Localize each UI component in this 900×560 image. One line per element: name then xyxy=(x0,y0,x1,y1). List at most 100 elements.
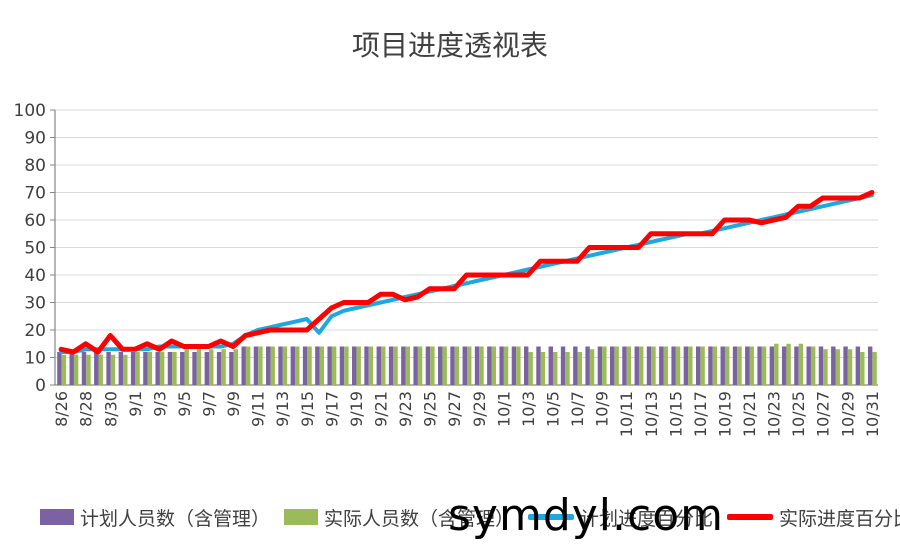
bar-planned-staff xyxy=(745,346,750,385)
x-tick-label: 9/5 xyxy=(175,391,194,417)
bar-planned-staff xyxy=(573,346,578,385)
bar-planned-staff xyxy=(806,346,811,385)
x-tick-label: 9/15 xyxy=(298,391,317,427)
bar-planned-staff xyxy=(302,346,308,385)
bar-actual-staff xyxy=(233,349,239,385)
x-tick-label: 10/27 xyxy=(814,391,833,437)
bar-actual-staff xyxy=(368,346,374,385)
y-tick-label: 70 xyxy=(24,184,46,204)
bar-planned-staff xyxy=(536,346,541,385)
bar-planned-staff xyxy=(81,352,87,385)
y-tick-label: 30 xyxy=(24,294,46,314)
x-tick-label: 8/28 xyxy=(77,391,96,427)
bar-actual-staff xyxy=(467,346,472,385)
legend-item-planned-progress: 计划进度百分比 xyxy=(528,504,713,531)
x-tick-label: 10/11 xyxy=(617,391,636,437)
bar-planned-staff xyxy=(425,346,431,385)
bar-actual-staff xyxy=(860,352,865,385)
bar-actual-staff xyxy=(835,349,840,385)
bar-planned-staff xyxy=(781,346,787,385)
bar-planned-staff xyxy=(609,346,615,385)
legend-label-planned-progress: 计划进度百分比 xyxy=(580,507,714,530)
bar-planned-staff xyxy=(671,346,676,385)
bar-actual-staff xyxy=(209,349,214,385)
bar-planned-staff xyxy=(388,346,394,385)
bar-actual-staff xyxy=(577,352,582,385)
x-tick-label: 9/25 xyxy=(421,391,440,427)
bar-planned-staff xyxy=(499,346,504,385)
bar-actual-staff xyxy=(847,349,853,385)
bar-planned-staff xyxy=(130,352,136,385)
bar-actual-staff xyxy=(98,354,103,385)
bar-planned-staff xyxy=(511,346,517,385)
x-tick-label: 10/5 xyxy=(544,391,563,427)
bar-actual-staff xyxy=(135,352,140,385)
bar-actual-staff xyxy=(638,346,644,385)
bar-actual-staff xyxy=(712,346,718,385)
bar-planned-staff xyxy=(855,346,861,385)
x-tick-label: 10/21 xyxy=(740,391,759,437)
x-tick-label: 9/9 xyxy=(224,391,243,417)
bar-actual-staff xyxy=(147,352,153,385)
bar-actual-staff xyxy=(159,352,165,385)
bar-planned-staff xyxy=(155,352,160,385)
bar-actual-staff xyxy=(700,346,705,385)
x-tick-label: 10/17 xyxy=(691,391,710,437)
x-tick-label: 10/1 xyxy=(494,391,513,427)
bar-planned-staff xyxy=(401,346,406,385)
y-tick-label: 50 xyxy=(24,239,46,259)
x-tick-label: 9/21 xyxy=(372,391,391,427)
bar-actual-staff xyxy=(737,346,742,385)
bar-actual-staff xyxy=(430,346,435,385)
bar-planned-staff xyxy=(253,346,259,385)
bar-actual-staff xyxy=(749,346,754,385)
bar-actual-staff xyxy=(528,352,533,385)
bar-planned-staff xyxy=(634,346,639,385)
bar-actual-staff xyxy=(307,346,312,385)
bar-planned-staff xyxy=(523,346,529,385)
bar-actual-staff xyxy=(344,346,349,385)
x-tick-label: 10/19 xyxy=(716,391,735,437)
bar-planned-staff xyxy=(450,346,455,385)
bar-planned-staff xyxy=(229,352,234,385)
x-tick-label: 8/26 xyxy=(52,391,71,427)
bar-planned-staff xyxy=(327,346,332,385)
x-tick-label: 10/9 xyxy=(593,391,612,427)
legend-swatch-actual-progress xyxy=(727,514,774,520)
bar-planned-staff xyxy=(57,352,62,385)
bar-actual-staff xyxy=(110,354,116,385)
bar-actual-staff xyxy=(270,346,275,385)
bar-actual-staff xyxy=(356,346,361,385)
bar-actual-staff xyxy=(454,346,460,385)
bar-actual-staff xyxy=(798,343,804,385)
bar-planned-staff xyxy=(143,352,148,385)
bar-planned-staff xyxy=(216,352,222,385)
bar-planned-staff xyxy=(94,352,99,385)
x-tick-label: 9/19 xyxy=(347,391,366,427)
bar-planned-staff xyxy=(376,346,382,385)
bar-planned-staff xyxy=(683,346,689,385)
y-tick-label: 100 xyxy=(14,101,46,121)
legend-label-actual-staff: 实际人员数（含管理） xyxy=(324,507,515,530)
legend-item-planned-staff: 计划人员数（含管理） xyxy=(40,504,270,531)
x-tick-label: 10/23 xyxy=(765,391,784,437)
x-tick-label: 9/17 xyxy=(322,391,341,427)
bar-planned-staff xyxy=(474,346,480,385)
bar-planned-staff xyxy=(352,346,357,385)
bar-planned-staff xyxy=(290,346,296,385)
chart-title: 项目进度透视表 xyxy=(351,29,548,62)
bar-planned-staff xyxy=(106,352,111,385)
bar-planned-staff xyxy=(831,346,836,385)
legend-label-planned-staff: 计划人员数（含管理） xyxy=(80,507,271,530)
x-tick-label: 9/27 xyxy=(445,391,464,427)
line-actual-progress xyxy=(58,190,875,355)
bar-actual-staff xyxy=(381,346,386,385)
bar-planned-staff xyxy=(118,352,124,385)
bar-planned-staff xyxy=(867,346,873,385)
bar-planned-staff xyxy=(585,346,590,385)
bar-actual-staff xyxy=(516,346,521,385)
bar-planned-staff xyxy=(695,346,701,385)
bar-planned-staff xyxy=(794,346,799,385)
bar-actual-staff xyxy=(73,354,79,385)
bar-planned-staff xyxy=(597,346,603,385)
